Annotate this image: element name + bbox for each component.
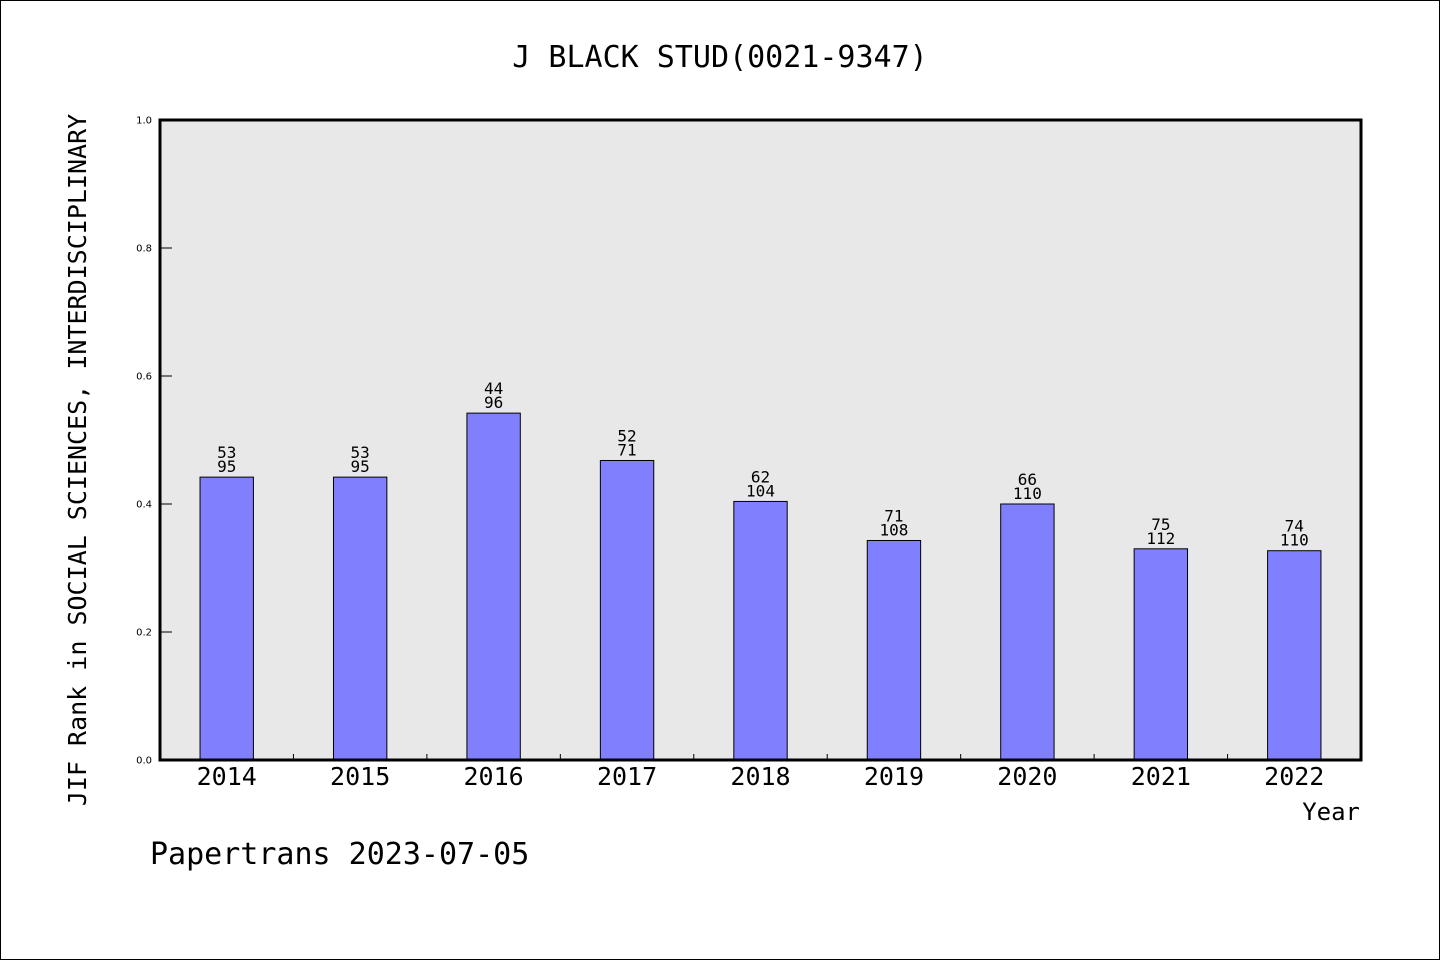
y-axis-ticks: 0.0 0.2 0.4 0.6 0.8 1.0 [136, 116, 172, 767]
bar-total-label: 104 [746, 481, 775, 500]
x-tick-label: 2022 [1264, 762, 1324, 791]
bar [332, 476, 388, 761]
x-tick-label: 2016 [464, 762, 524, 791]
y-tick-label: 0.4 [136, 500, 152, 511]
bar [599, 459, 655, 761]
x-tick-label: 2017 [597, 762, 657, 791]
bar-rank-label: 44 [484, 379, 503, 398]
bar-rank-label: 71 [884, 506, 903, 525]
bar [199, 476, 254, 761]
bar-rank-label: 66 [1018, 470, 1037, 489]
x-tick-label: 2015 [330, 762, 390, 791]
bar [1133, 548, 1189, 761]
y-tick-label: 0.8 [136, 244, 152, 255]
bar [733, 500, 788, 761]
x-tick-label: 2021 [1131, 762, 1191, 791]
bar [866, 539, 922, 761]
bar-rank-label: 74 [1285, 517, 1304, 536]
bar-total-label: 112 [1146, 529, 1175, 548]
bar-total-label: 96 [484, 393, 503, 412]
bar [1000, 503, 1055, 761]
bar [1267, 550, 1322, 761]
bar-total-label: 110 [1013, 484, 1042, 503]
bars: 5395539544965271621047110866110751127411… [199, 379, 1322, 761]
y-tick-label: 0.2 [136, 628, 152, 639]
x-tick-label: 2014 [197, 762, 257, 791]
bar-rank-label: 53 [351, 443, 370, 462]
bar-rank-label: 62 [751, 467, 770, 486]
x-tick-label: 2020 [997, 762, 1057, 791]
y-axis-label: JIF Rank in SOCIAL SCIENCES, INTERDISCIP… [63, 114, 92, 806]
x-tick-label: 2018 [730, 762, 790, 791]
x-axis-ticks: 2014 2015 2016 2017 2018 2019 2020 2021 2022 [197, 754, 1324, 791]
bar-rank-label: 53 [217, 443, 236, 462]
bar-total-label: 95 [351, 457, 370, 476]
footer-stamp: Papertrans 2023-07-05 [150, 837, 529, 872]
bar-total-label: 71 [617, 440, 636, 459]
bar-rank-label: 52 [617, 426, 636, 445]
bar [466, 412, 521, 761]
y-tick-label: 0.0 [136, 756, 152, 767]
plot-border [158, 118, 1363, 762]
y-tick-label: 0.6 [136, 372, 152, 383]
bar-total-label: 108 [879, 520, 908, 539]
bar-rank-label: 75 [1151, 515, 1170, 534]
chart-title: J BLACK STUD(0021-9347) [512, 40, 927, 75]
bar-total-label: 110 [1280, 531, 1309, 550]
x-tick-label: 2019 [864, 762, 924, 791]
y-tick-label: 1.0 [136, 116, 152, 127]
bar-total-label: 95 [217, 457, 236, 476]
x-axis-label: Year [1302, 798, 1360, 826]
